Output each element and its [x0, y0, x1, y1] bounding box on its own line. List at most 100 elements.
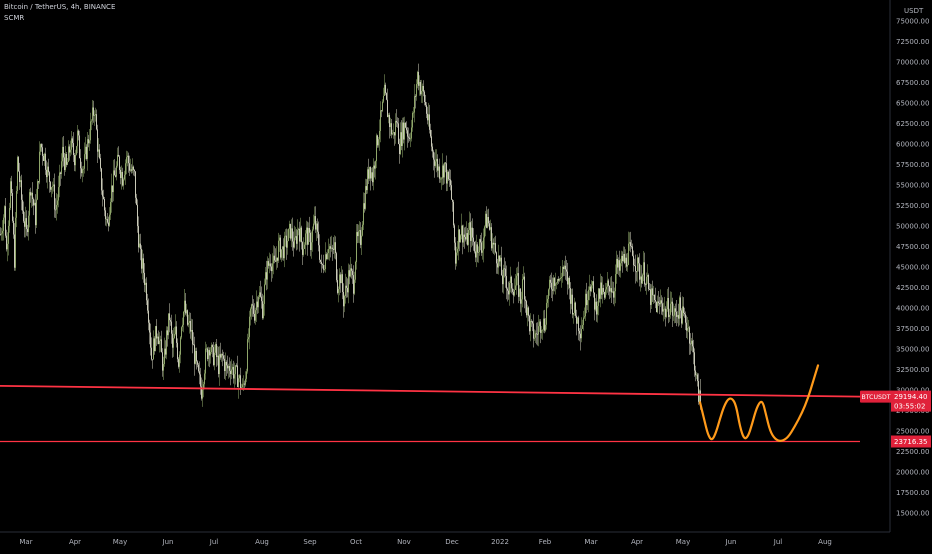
time-tick-label: Aug — [255, 538, 269, 546]
candle-body — [258, 296, 259, 308]
candle-body — [468, 230, 469, 245]
candle-body — [13, 220, 14, 235]
candle-body — [298, 228, 299, 231]
time-tick-label: Mar — [19, 538, 32, 546]
candle-body — [246, 371, 247, 379]
candle-body — [186, 310, 187, 314]
candle-body — [315, 216, 316, 230]
candle-body — [262, 301, 263, 319]
symbol-tag-label: BTCUSDT — [862, 394, 891, 401]
candle-body — [665, 308, 666, 317]
candle-body — [34, 202, 35, 206]
candle-body — [192, 330, 193, 345]
candle-body — [254, 313, 255, 321]
candle-body — [645, 284, 646, 286]
indicator-label[interactable]: SCMR — [4, 14, 25, 22]
candle-body — [577, 317, 578, 324]
candle-body — [295, 236, 296, 238]
trendline-support[interactable] — [0, 385, 861, 398]
candle-body — [536, 333, 537, 335]
candle-body — [305, 233, 306, 245]
candle-body — [311, 242, 312, 250]
candle-body — [434, 159, 435, 166]
candle-body — [348, 270, 349, 293]
candle-body — [598, 288, 599, 306]
candle-body — [482, 250, 483, 253]
candle-body — [226, 362, 227, 366]
candle-body — [458, 229, 459, 249]
candle-body — [130, 169, 131, 171]
candle-body — [5, 206, 6, 236]
candle-body — [568, 277, 569, 285]
candle-body — [63, 146, 64, 158]
candle-body — [84, 154, 85, 169]
candle-body — [244, 383, 245, 385]
candle-body — [229, 366, 230, 371]
candle-body — [168, 313, 169, 336]
candle-body — [529, 315, 530, 332]
candle-body — [279, 237, 280, 241]
candle-body — [123, 179, 124, 186]
candle-body — [300, 227, 301, 242]
candle-body — [82, 169, 83, 174]
symbol-title[interactable]: Bitcoin / TetherUS, 4h, BINANCE — [4, 3, 116, 11]
candle-body — [692, 340, 693, 347]
candle-body — [2, 230, 3, 234]
candle-body — [66, 154, 67, 165]
candle-body — [623, 254, 624, 262]
candle-body — [542, 329, 543, 331]
projection-curve[interactable] — [698, 364, 820, 442]
candle-body — [560, 277, 561, 279]
candle-body — [155, 326, 156, 352]
candle-body — [257, 301, 258, 308]
candle-body — [543, 318, 544, 330]
candle-body — [597, 305, 598, 315]
price-axis[interactable]: 15000.00 17500.00 20000.00 22500.00 25000.00… — [889, 0, 929, 532]
candle-body — [530, 320, 531, 332]
time-tick-label: Apr — [631, 538, 643, 546]
candle-body — [498, 255, 499, 268]
candle-body — [373, 165, 374, 183]
candle-body — [494, 243, 495, 245]
candle-body — [443, 165, 444, 178]
candle-body — [408, 136, 409, 138]
candle-body — [419, 82, 420, 86]
candle-body — [337, 280, 338, 293]
candle-body — [303, 248, 304, 255]
candle-body — [422, 86, 423, 91]
candle-body — [77, 130, 78, 147]
candle-body — [459, 229, 460, 243]
candle-body — [65, 154, 66, 170]
candle-body — [114, 170, 115, 176]
candle-body — [602, 288, 603, 295]
candle-body — [559, 278, 560, 281]
candle-body — [678, 315, 679, 319]
candle-body — [316, 223, 317, 230]
candle-body — [293, 241, 294, 248]
candle-body — [486, 213, 487, 228]
candle-body — [401, 132, 402, 146]
candle-body — [138, 226, 139, 248]
candle-body — [466, 233, 467, 240]
candle-body — [214, 352, 215, 366]
candle-body — [179, 354, 180, 367]
candle-body — [211, 345, 212, 352]
candle-body — [194, 344, 195, 364]
candle-body — [589, 286, 590, 290]
candle-body — [686, 322, 687, 331]
candle-body — [445, 162, 446, 164]
candle-body — [231, 369, 232, 374]
time-axis[interactable]: Mar Apr May Jun Jul Aug Sep Oct Nov Dec 2022 Feb Mar… — [0, 531, 890, 546]
candle-body — [261, 296, 262, 302]
candle-body — [562, 267, 563, 277]
candle-body — [333, 248, 334, 250]
candle-body — [278, 240, 279, 261]
candle-body — [349, 270, 350, 277]
candle-body — [433, 151, 434, 160]
candle-body — [9, 208, 10, 226]
candle-body — [73, 143, 74, 155]
candle-body — [569, 277, 570, 289]
time-tick-label: May — [113, 538, 127, 546]
